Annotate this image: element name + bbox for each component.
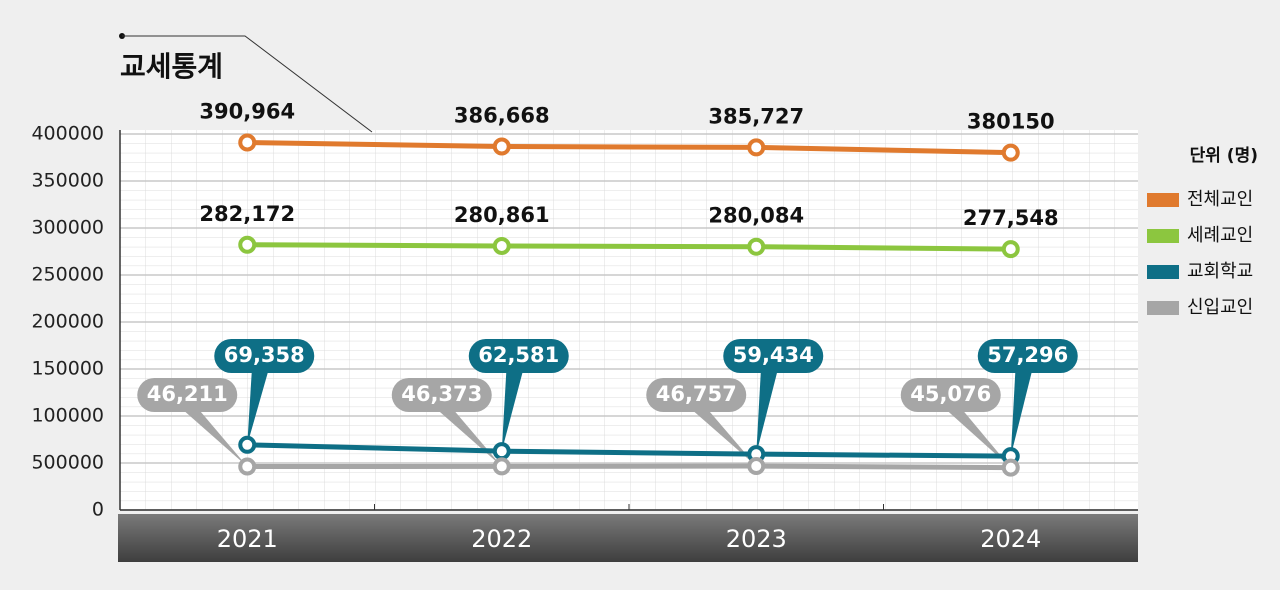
title-leader	[122, 35, 373, 133]
label-pointer	[756, 364, 780, 455]
label-pointer	[1010, 364, 1034, 457]
label-pointer	[175, 403, 248, 467]
series-line	[247, 139, 1011, 156]
point	[238, 235, 257, 254]
y-tick-label: 250000	[31, 264, 104, 286]
legend-swatch	[1147, 301, 1179, 315]
y-tick-label: 400000	[31, 123, 104, 145]
x-tick-label: 2023	[726, 525, 787, 553]
label-box	[137, 378, 238, 412]
y-tick-label: 100000	[31, 405, 104, 427]
x-tick-label: 2022	[471, 525, 532, 553]
label-box	[977, 339, 1078, 373]
label-pointer	[501, 364, 525, 452]
point	[747, 457, 766, 476]
data-label: 57,296	[987, 343, 1068, 367]
data-label: 62,581	[478, 343, 559, 367]
legend-label: 전체교인	[1187, 189, 1253, 210]
legend-title: 단위 (명)	[1190, 146, 1258, 166]
legend-swatch	[1147, 193, 1179, 207]
legend-label: 교회학교	[1187, 261, 1253, 282]
point	[747, 237, 766, 256]
data-label: 280,861	[454, 203, 550, 227]
y-tick-label: 350000	[31, 170, 104, 192]
y-tick-label: 150000	[31, 358, 104, 380]
legend-swatch	[1147, 229, 1179, 243]
x-band	[118, 514, 1138, 562]
data-label: 280,084	[708, 204, 804, 228]
point	[1001, 240, 1020, 259]
label-pointer	[938, 403, 1011, 468]
point	[492, 236, 511, 255]
data-label: 390,964	[199, 99, 295, 123]
label-box	[391, 378, 492, 412]
data-label: 46,373	[401, 382, 482, 406]
point	[238, 435, 257, 454]
y-tick-label: 500000	[31, 452, 104, 474]
y-tick-label: 0	[92, 499, 104, 521]
x-tick-label: 2024	[980, 525, 1041, 553]
data-label: 386,668	[454, 104, 550, 128]
label-box	[646, 378, 747, 412]
point	[492, 442, 511, 461]
data-label: 45,076	[910, 382, 991, 406]
point	[1001, 458, 1020, 477]
label-box	[214, 339, 315, 373]
y-tick-label: 200000	[31, 311, 104, 333]
point	[1001, 143, 1020, 162]
point	[238, 133, 257, 152]
chart-title: 교세통계	[120, 50, 223, 83]
legend-label: 세례교인	[1187, 225, 1253, 246]
point	[747, 138, 766, 157]
label-box	[900, 378, 1001, 412]
label-pointer	[684, 403, 757, 467]
data-label: 380150	[967, 110, 1055, 134]
legend-label: 신입교인	[1187, 297, 1253, 318]
series-line	[247, 242, 1011, 252]
data-label: 46,757	[656, 382, 737, 406]
data-label: 59,434	[733, 343, 814, 367]
x-tick-label: 2021	[217, 525, 278, 553]
point	[238, 457, 257, 476]
data-label: 385,727	[708, 104, 804, 128]
data-label: 282,172	[199, 202, 295, 226]
point	[492, 137, 511, 156]
label-pointer	[247, 364, 271, 445]
data-label: 46,211	[147, 382, 228, 406]
label-box	[723, 339, 824, 373]
series-line	[247, 463, 1011, 471]
data-label: 69,358	[224, 343, 305, 367]
point	[492, 457, 511, 476]
label-box	[468, 339, 569, 373]
data-label: 277,548	[963, 206, 1059, 230]
y-tick-label: 300000	[31, 217, 104, 239]
legend-swatch	[1147, 265, 1179, 279]
series-line	[247, 442, 1011, 459]
